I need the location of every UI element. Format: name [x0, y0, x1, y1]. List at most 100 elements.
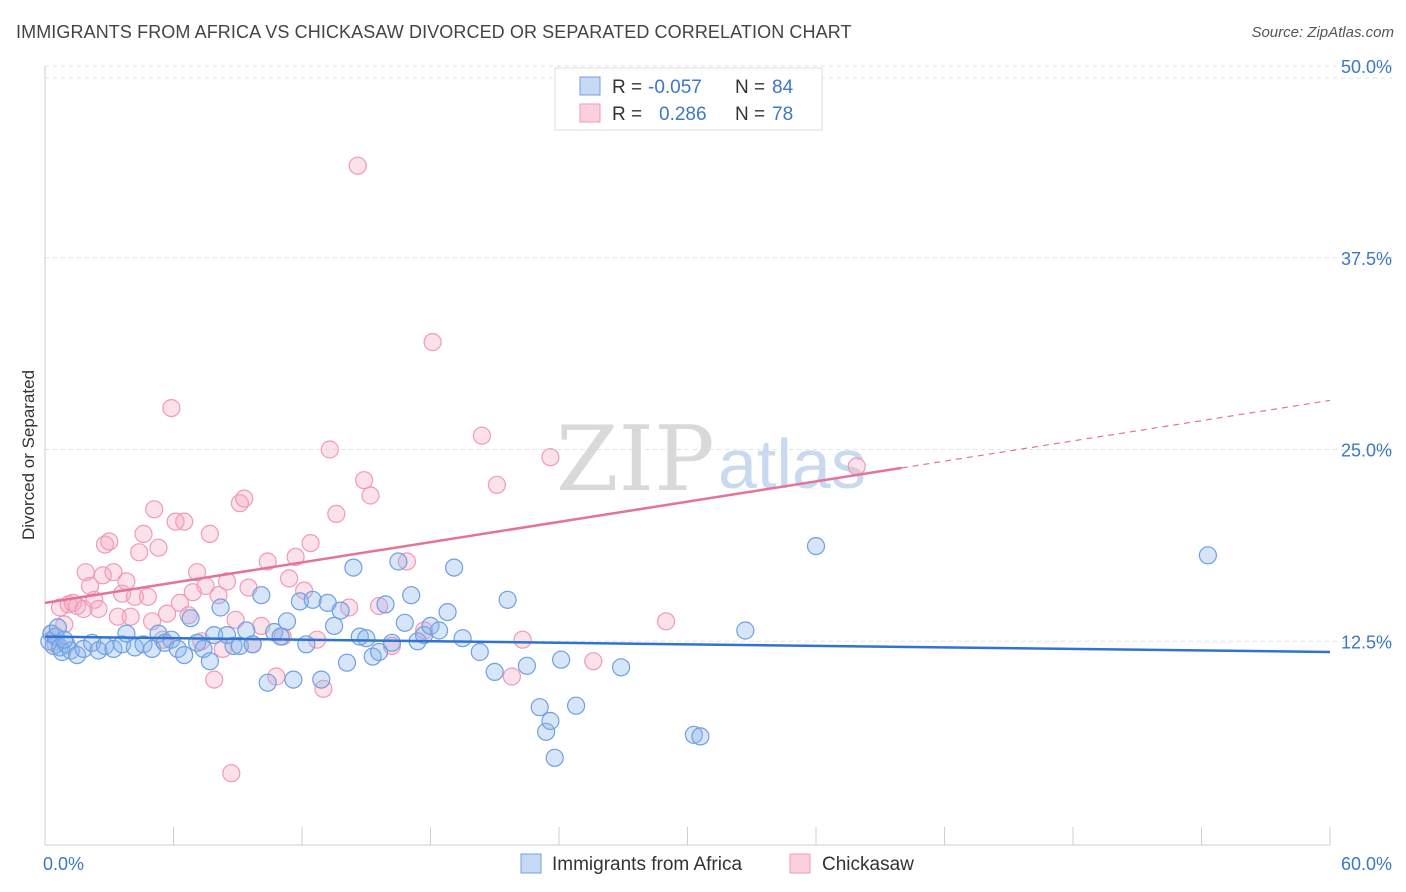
legend-r-value-chickasaw: 0.286 — [659, 104, 707, 125]
data-point-chickasaw — [89, 599, 108, 619]
data-point-chickasaw — [200, 524, 219, 544]
data-point-chickasaw — [179, 606, 198, 625]
data-point-chickasaw — [93, 566, 112, 585]
data-point-africa — [530, 698, 549, 717]
data-point-africa — [382, 633, 401, 652]
data-point-africa — [806, 536, 826, 556]
watermark: ZIP atlas — [556, 407, 866, 512]
legend-r-label-chickasaw: R = — [612, 104, 642, 125]
y-tick-label: 12.5% — [1341, 632, 1392, 652]
data-point-chickasaw — [104, 563, 123, 582]
data-point-chickasaw — [80, 576, 100, 596]
data-point-chickasaw — [138, 587, 157, 606]
bottom-legend-label-africa: Immigrants from Africa — [552, 854, 742, 875]
data-point-africa — [357, 629, 376, 648]
legend-n-value-chickasaw: 78 — [772, 104, 793, 125]
data-point-chickasaw — [149, 538, 168, 557]
data-point-africa — [181, 609, 200, 628]
data-point-africa — [470, 642, 489, 662]
data-point-africa — [271, 627, 290, 646]
data-point-africa — [252, 586, 271, 605]
x-tick-labels: 0.0% 60.0% — [43, 854, 1392, 874]
data-point-africa — [312, 670, 331, 689]
data-point-africa — [536, 722, 556, 741]
data-point-chickasaw — [502, 667, 521, 686]
bottom-legend-swatch-chickasaw — [789, 853, 811, 874]
data-point-chickasaw — [301, 533, 320, 553]
data-point-chickasaw — [327, 504, 346, 524]
data-point-chickasaw — [472, 426, 491, 445]
data-point-africa — [297, 635, 316, 654]
data-point-chickasaw — [355, 471, 374, 490]
data-point-chickasaw — [320, 440, 339, 459]
data-point-africa — [134, 635, 153, 654]
data-point-africa — [337, 653, 357, 672]
stats-legend: R = -0.057 N = 84 R = 0.286 N = 78 — [554, 67, 823, 131]
legend-swatch-africa — [579, 76, 601, 96]
chart-title: IMMIGRANTS FROM AFRICA VS CHICKASAW DIVO… — [16, 22, 852, 42]
data-point-chickasaw — [117, 572, 136, 591]
data-point-africa — [104, 639, 123, 659]
data-point-africa — [224, 636, 243, 656]
legend-n-value-africa: 84 — [772, 77, 794, 98]
data-point-africa — [331, 601, 350, 620]
trend-line-chickasaw — [44, 466, 902, 605]
data-point-chickasaw — [286, 547, 305, 567]
data-point-africa — [566, 696, 586, 715]
data-point-africa — [517, 656, 537, 675]
data-point-chickasaw — [217, 572, 237, 591]
data-point-chickasaw — [541, 448, 560, 467]
data-point-africa — [325, 616, 344, 636]
axes — [44, 66, 1331, 846]
trend-line-chickasaw-extension — [901, 399, 1331, 469]
data-point-chickasaw — [656, 612, 676, 631]
data-point-africa — [402, 586, 421, 605]
bottom-legend: Immigrants from Africa Chickasaw — [520, 853, 914, 875]
data-point-chickasaw — [487, 475, 506, 494]
data-point-africa — [736, 621, 755, 640]
data-point-chickasaw — [513, 630, 532, 649]
data-point-africa — [395, 613, 414, 632]
legend-r-label-africa: R = — [612, 77, 642, 98]
data-point-chickasaw — [361, 486, 380, 505]
data-point-chickasaw — [170, 593, 189, 613]
data-point-chickasaw — [145, 500, 164, 519]
data-point-africa — [363, 647, 382, 666]
data-point-chickasaw — [162, 399, 181, 418]
legend-r-value-africa: -0.057 — [648, 77, 702, 98]
trend-line-africa — [44, 635, 1331, 654]
data-point-chickasaw — [213, 639, 232, 659]
data-point-africa — [200, 652, 219, 671]
bottom-legend-swatch-africa — [520, 853, 542, 874]
data-point-africa — [485, 662, 504, 682]
data-point-africa — [258, 673, 277, 692]
data-point-chickasaw — [188, 563, 207, 582]
data-point-africa — [162, 630, 181, 649]
data-point-africa — [376, 595, 395, 614]
series-chickasaw-points — [42, 156, 866, 783]
data-point-chickasaw — [847, 457, 866, 476]
data-point-chickasaw — [108, 607, 127, 626]
data-point-chickasaw — [222, 764, 241, 783]
data-point-chickasaw — [415, 621, 434, 640]
data-point-africa — [691, 727, 710, 746]
data-point-chickasaw — [175, 512, 194, 531]
data-point-africa — [453, 629, 472, 648]
data-point-africa — [175, 645, 194, 665]
x-tick-label-max: 60.0% — [1341, 854, 1392, 874]
data-point-africa — [611, 658, 631, 677]
data-point-africa — [1198, 546, 1218, 565]
watermark-zip: ZIP — [556, 407, 715, 512]
data-point-africa — [551, 650, 571, 669]
data-point-chickasaw — [370, 596, 389, 616]
bottom-legend-label-chickasaw: Chickasaw — [822, 854, 914, 875]
data-point-chickasaw — [76, 563, 95, 582]
watermark-atlas: atlas — [718, 425, 866, 503]
data-point-africa — [421, 616, 440, 636]
y-tick-label: 50.0% — [1341, 57, 1392, 77]
data-point-africa — [211, 598, 230, 617]
data-point-africa — [545, 748, 564, 767]
data-point-chickasaw — [258, 552, 277, 571]
trend-lines — [44, 399, 1331, 654]
